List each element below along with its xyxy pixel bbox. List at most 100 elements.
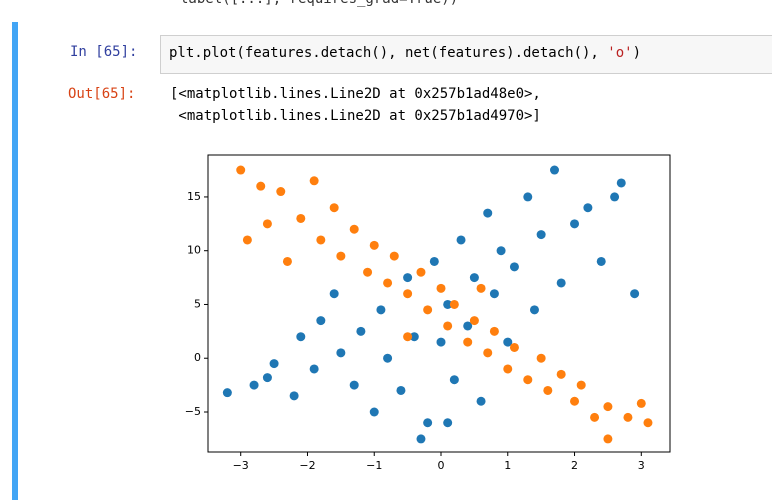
point	[509, 262, 519, 272]
point	[356, 326, 366, 336]
point	[409, 332, 419, 342]
code-fragment: label([...], requires_grad=True))	[180, 0, 458, 7]
point	[603, 402, 613, 412]
point	[523, 192, 533, 202]
point	[496, 246, 506, 256]
point	[456, 235, 466, 245]
point	[309, 364, 319, 374]
point	[630, 289, 640, 299]
y-tick-label: 15	[187, 190, 201, 203]
point	[403, 289, 413, 299]
plot-frame	[207, 154, 671, 453]
prompt-out: Out[65]:	[68, 86, 136, 102]
point	[369, 407, 379, 417]
point	[416, 267, 426, 277]
point	[503, 337, 513, 347]
code: )	[632, 45, 642, 61]
point	[583, 203, 593, 213]
point	[469, 316, 479, 326]
point	[443, 418, 453, 428]
code-input[interactable]: plt.plot(features.detach(), net(features…	[160, 35, 772, 74]
point	[423, 418, 433, 428]
point	[316, 235, 326, 245]
point	[623, 412, 633, 422]
point	[396, 385, 406, 395]
point	[282, 256, 292, 266]
point	[276, 187, 286, 197]
point	[529, 305, 539, 315]
point	[262, 373, 272, 383]
point	[590, 412, 600, 422]
point	[383, 278, 393, 288]
x-tick-label: −2	[299, 459, 315, 472]
point	[616, 178, 626, 188]
code-string: 'o'	[607, 45, 633, 61]
x-tick-label: 2	[571, 459, 578, 472]
point	[636, 398, 646, 408]
point	[429, 256, 439, 266]
x-tick-label: −3	[233, 459, 249, 472]
code: plt.plot(features.detach(), net(features…	[169, 45, 608, 61]
point	[316, 316, 326, 326]
point	[603, 434, 613, 444]
point	[296, 213, 306, 223]
point	[262, 219, 272, 229]
point	[376, 305, 386, 315]
point	[436, 337, 446, 347]
point	[483, 208, 493, 218]
output-line: [<matplotlib.lines.Line2D at 0x257b1ad48…	[170, 86, 541, 102]
point	[242, 235, 252, 245]
point	[483, 348, 493, 358]
point	[309, 176, 319, 186]
point	[403, 332, 413, 342]
prompt-in: In [65]:	[70, 44, 138, 60]
point	[643, 418, 653, 428]
output-line: <matplotlib.lines.Line2D at 0x257b1ad497…	[170, 108, 541, 124]
point	[536, 353, 546, 363]
point	[349, 380, 359, 390]
point	[476, 283, 486, 293]
point	[469, 273, 479, 283]
point	[256, 181, 266, 191]
point	[610, 192, 620, 202]
point	[363, 267, 373, 277]
point	[596, 256, 606, 266]
x-tick-label: 1	[504, 459, 511, 472]
point	[523, 375, 533, 385]
point	[389, 251, 399, 261]
point	[329, 289, 339, 299]
point	[550, 165, 559, 175]
x-tick-label: 3	[638, 459, 645, 472]
point	[423, 305, 433, 315]
y-tick-label: −5	[185, 405, 201, 418]
code-line: plt.plot(features.detach(), net(features…	[169, 45, 641, 61]
point	[416, 434, 426, 444]
point	[556, 278, 566, 288]
point	[436, 283, 446, 293]
point	[489, 289, 499, 299]
point	[296, 332, 306, 342]
point	[222, 388, 232, 398]
point	[543, 385, 553, 395]
point	[556, 369, 566, 379]
point	[576, 380, 586, 390]
point	[463, 321, 473, 331]
y-tick-label: 0	[194, 351, 201, 364]
point	[383, 353, 393, 363]
point	[369, 240, 379, 250]
point	[443, 321, 453, 331]
x-tick-label: 0	[438, 459, 445, 472]
point	[443, 299, 453, 309]
point	[489, 326, 499, 336]
cell-selection-bar	[12, 22, 18, 500]
point	[476, 396, 486, 406]
point	[289, 391, 299, 401]
point	[236, 165, 246, 175]
point	[449, 375, 459, 385]
point	[349, 224, 359, 234]
point	[269, 359, 279, 369]
point	[336, 348, 346, 358]
y-tick-label: 5	[194, 297, 201, 310]
